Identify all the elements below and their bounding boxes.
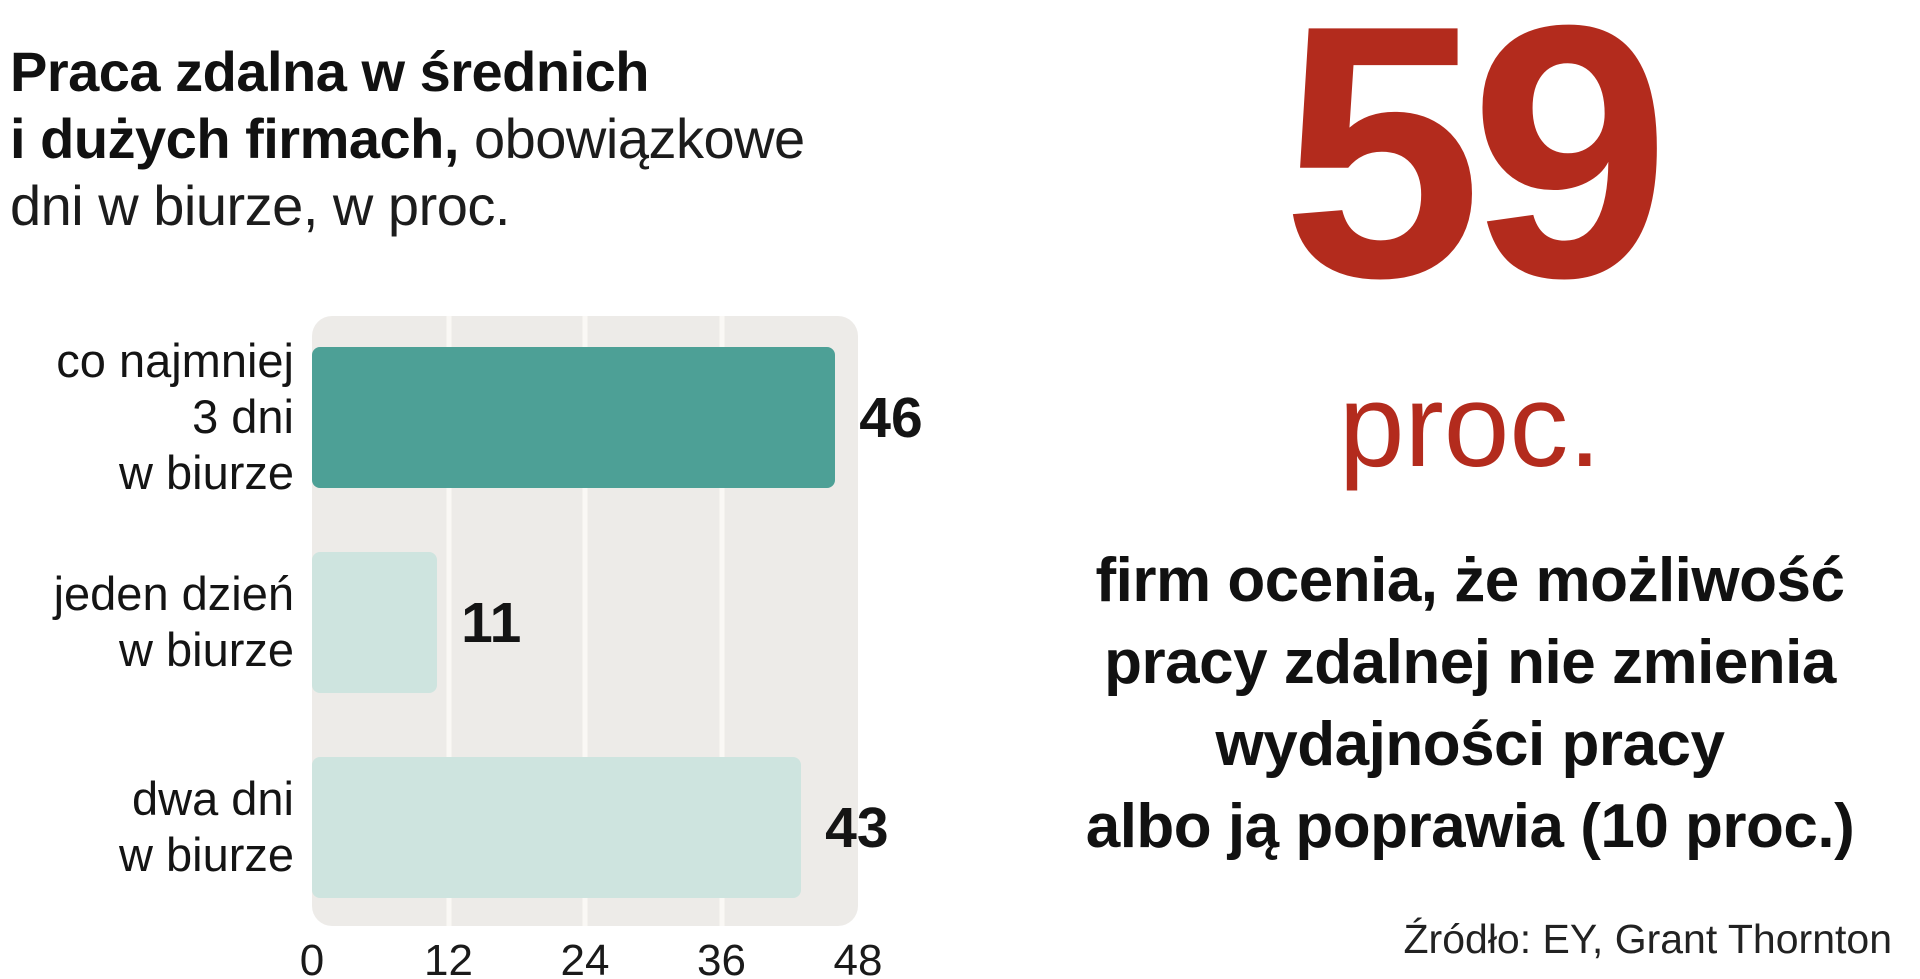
chart-title: Praca zdalna w średnich i dużych firmach… <box>10 38 805 239</box>
bar <box>312 347 836 488</box>
x-axis: 0 12 24 36 48 <box>300 936 883 979</box>
headline-description: firm ocenia, że możliwość pracy zdalnej … <box>1085 546 1855 861</box>
category-label: co najmniej 3 dni w biurze <box>56 334 294 499</box>
title-regular-text: dni w biurze, w proc. <box>10 174 510 237</box>
title-bold-text: i dużych firmach, <box>10 107 459 170</box>
bar-value-label: 43 <box>825 795 889 860</box>
category-label: jeden dzień w biurze <box>53 567 294 676</box>
title-line: Praca zdalna w średnich <box>10 38 805 105</box>
bar-chart: co najmniej 3 dni w biurze jeden dzień w… <box>0 316 1010 979</box>
source-note: Źródło: EY, Grant Thornton <box>1403 916 1892 962</box>
bar <box>312 757 802 898</box>
title-bold-text: Praca zdalna w średnich <box>10 40 649 103</box>
bar-row: 46 <box>312 347 923 488</box>
gridline <box>446 316 451 926</box>
bar <box>312 552 438 693</box>
title-line: i dużych firmach, obowiązkowe <box>10 105 805 172</box>
bar-row: 43 <box>312 757 889 898</box>
x-tick-label: 36 <box>697 936 746 979</box>
x-tick-label: 0 <box>299 936 325 979</box>
gridline <box>582 316 588 926</box>
category-label: dwa dni w biurze <box>118 772 294 881</box>
bar-row: 11 <box>312 552 858 693</box>
x-tick-label: 48 <box>833 936 883 979</box>
x-tick-label: 24 <box>560 936 610 979</box>
bar-value-label: 11 <box>461 590 522 655</box>
title-line: dni w biurze, w proc. <box>10 172 805 239</box>
title-regular-text: obowiązkowe <box>458 107 805 170</box>
x-tick-label: 12 <box>424 936 473 979</box>
headline-unit: proc. <box>1338 360 1602 492</box>
bar-value-label: 46 <box>859 385 923 450</box>
highlight-block: 59 proc. firm ocenia, że możliwość pracy… <box>1040 0 1900 979</box>
plot-area: 46 11 43 <box>312 316 923 926</box>
gridline <box>719 316 724 926</box>
headline-number: 59 <box>1281 0 1670 353</box>
